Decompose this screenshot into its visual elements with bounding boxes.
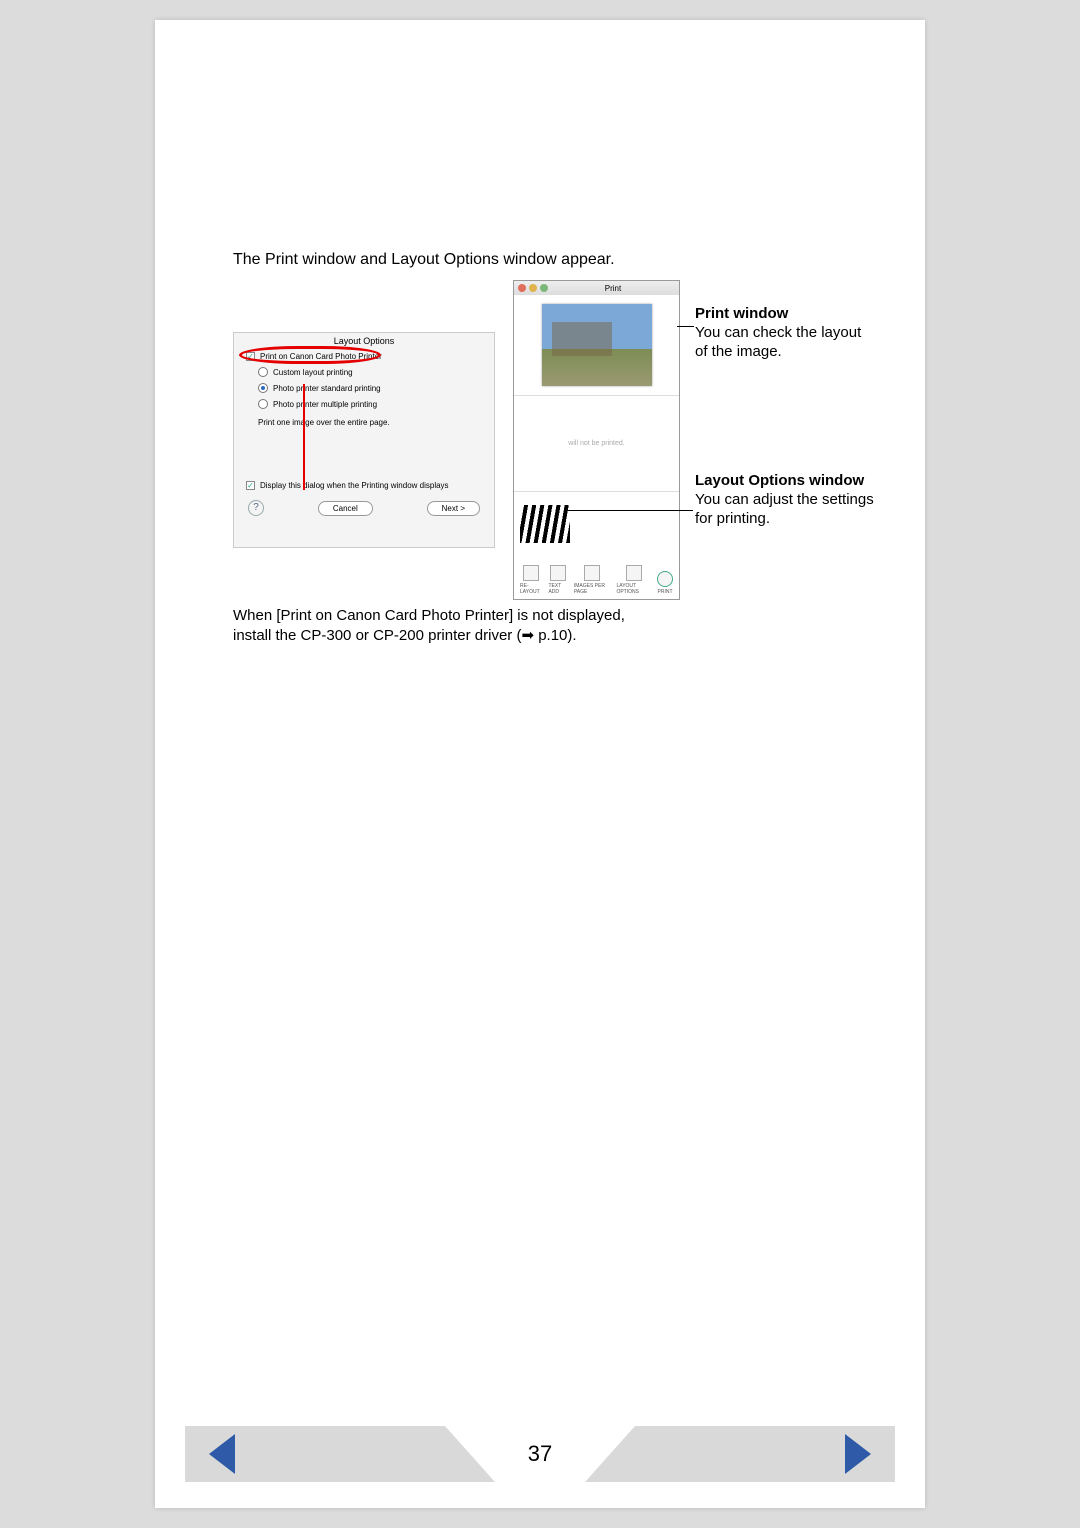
print-preview-area <box>514 295 679 395</box>
option-custom-label: Custom layout printing <box>273 368 353 377</box>
layoutopt-button[interactable]: LAYOUT OPTIONS <box>616 565 651 595</box>
option-standard-label: Photo printer standard printing <box>273 384 381 393</box>
display-dialog-row[interactable]: ✓ Display this dialog when the Printing … <box>234 445 494 490</box>
footnote-line2a: install the CP-300 or CP-200 printer dri… <box>233 627 521 644</box>
callout-line <box>303 384 307 448</box>
print-icon <box>657 571 673 587</box>
preview-image <box>542 304 652 386</box>
textadd-icon <box>550 565 566 581</box>
checkbox-icon: ✓ <box>246 481 255 490</box>
annotation-layout-window: Layout Options window You can adjust the… <box>695 472 875 528</box>
layoutopt-label: LAYOUT OPTIONS <box>616 583 651 595</box>
relayout-button[interactable]: RE-LAYOUT <box>520 565 542 595</box>
footnote-line1: When [Print on Canon Card Photo Printer]… <box>233 606 625 626</box>
option-canon-label: Print on Canon Card Photo Printer <box>260 352 382 361</box>
checkbox-icon: ✓ <box>246 352 255 361</box>
leader-line <box>677 326 694 327</box>
print-toolbar: RE-LAYOUT TEXT ADD IMAGES PER PAGE LAYOU… <box>514 563 679 595</box>
display-dialog-label: Display this dialog when the Printing wi… <box>260 481 449 490</box>
help-icon[interactable]: ? <box>248 500 264 516</box>
minimize-icon[interactable] <box>529 284 537 292</box>
print-label: PRINT <box>658 589 673 595</box>
option-multiple-label: Photo printer multiple printing <box>273 400 377 409</box>
arrow-right-icon <box>845 1434 871 1474</box>
intro-text: The Print window and Layout Options wind… <box>233 251 615 269</box>
arrow-left-icon <box>209 1434 235 1474</box>
annotation-layout-body: You can adjust the settings for printing… <box>695 491 875 529</box>
perpage-button[interactable]: IMAGES PER PAGE <box>574 565 611 595</box>
option-multiple-row[interactable]: Photo printer multiple printing <box>234 396 494 412</box>
annotation-print-body: You can check the layout of the image. <box>695 324 875 362</box>
nav-next[interactable] <box>635 1426 895 1482</box>
nav-prev[interactable] <box>185 1426 445 1482</box>
print-window-titlebar: Print <box>514 281 679 295</box>
callout-line <box>303 448 307 490</box>
close-icon[interactable] <box>518 284 526 292</box>
perpage-icon <box>584 565 600 581</box>
perpage-label: IMAGES PER PAGE <box>574 583 611 595</box>
option-description: Print one image over the entire page. <box>234 412 494 445</box>
annotation-print-title: Print window <box>695 305 875 324</box>
relayout-icon <box>523 565 539 581</box>
option-custom-row[interactable]: Custom layout printing <box>234 364 494 380</box>
print-window-title: Print <box>551 284 675 293</box>
print-window: Print will not be printed. RE-LAYOUT TEX… <box>513 280 680 600</box>
cancel-button[interactable]: Cancel <box>318 501 373 516</box>
footnote-line2b: p.10). <box>534 627 577 644</box>
annotation-print-window: Print window You can check the layout of… <box>695 305 875 361</box>
leader-line <box>565 510 693 511</box>
annotation-layout-title: Layout Options window <box>695 472 875 491</box>
radio-icon <box>258 399 268 409</box>
reference-arrow-icon: ➡ <box>521 627 534 644</box>
layoutopt-icon <box>626 565 642 581</box>
page-number: 37 <box>528 1441 552 1467</box>
textadd-label: TEXT ADD <box>548 583 567 595</box>
thumbnail-image[interactable] <box>520 505 570 543</box>
textadd-button[interactable]: TEXT ADD <box>548 565 567 595</box>
relayout-label: RE-LAYOUT <box>520 583 542 595</box>
radio-icon <box>258 367 268 377</box>
preview-blank-area: will not be printed. <box>514 395 679 491</box>
next-button[interactable]: Next > <box>427 501 480 516</box>
page-navigation: 37 <box>185 1426 895 1482</box>
thumbnail-strip <box>514 491 679 555</box>
layout-options-dialog: Layout Options ✓ Print on Canon Card Pho… <box>233 332 495 548</box>
print-button[interactable]: PRINT <box>657 571 673 595</box>
option-standard-row[interactable]: Photo printer standard printing <box>234 380 494 396</box>
radio-icon <box>258 383 268 393</box>
layout-options-title: Layout Options <box>234 333 494 349</box>
zoom-icon[interactable] <box>540 284 548 292</box>
option-canon-row[interactable]: ✓ Print on Canon Card Photo Printer <box>234 349 494 364</box>
footnote-text: When [Print on Canon Card Photo Printer]… <box>233 606 625 647</box>
